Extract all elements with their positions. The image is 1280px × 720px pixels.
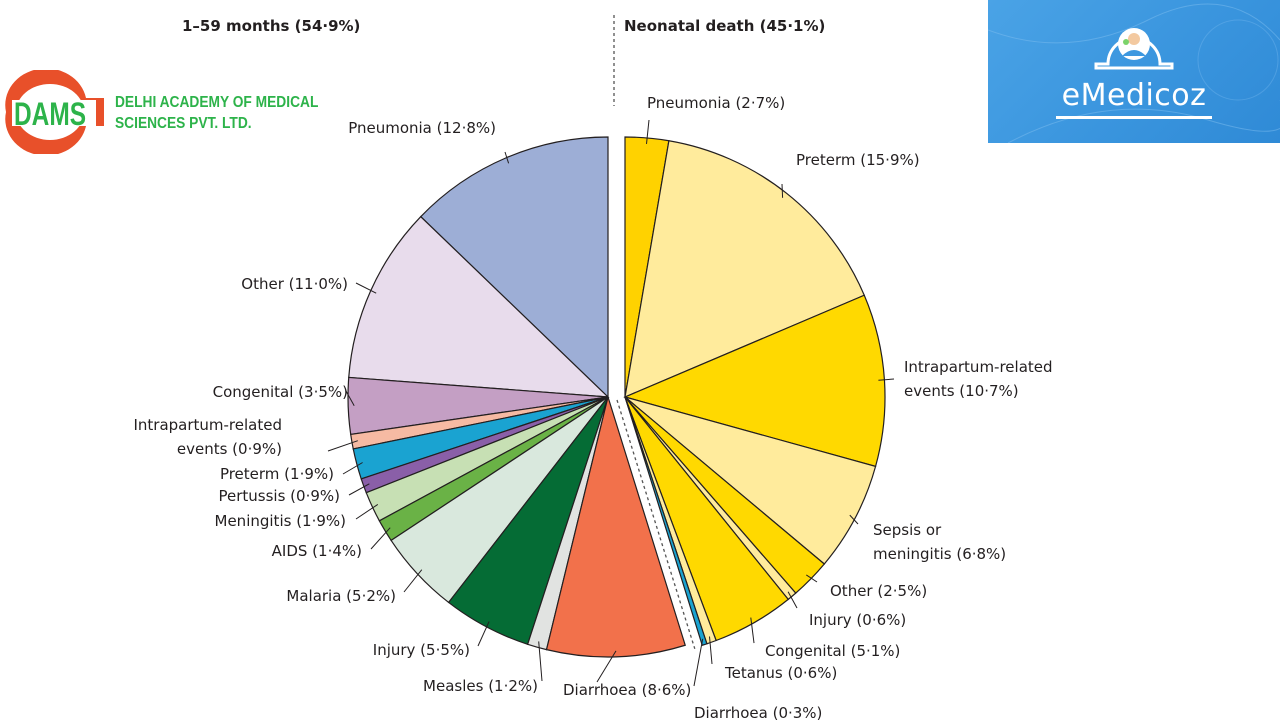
child-label-pertussis: Pertussis (0·9%) [219,487,341,505]
child-slice-diarrhoea [545,394,686,658]
neonatal-label-other: Other (2·5%) [830,582,927,600]
child-label-meningitis: Meningitis (1·9%) [215,512,346,530]
group-title-neonatal: Neonatal death (45·1%) [624,17,825,35]
dams-name: DELHI ACADEMY OF MEDICAL SCIENCES PVT. L… [115,92,318,134]
child-leader-aids [370,527,391,550]
neonatal-label-intrapartum-related-events: Intrapartum-related events (10·7%) [904,358,1053,400]
child-label-other: Other (11·0%) [241,275,348,293]
child-label-aids: AIDS (1·4%) [272,542,362,560]
neonatal-label-diarrhoea: Diarrhoea (0·3%) [694,704,822,720]
brand-underline [1056,116,1212,119]
doctor-scale-icon [1094,28,1174,70]
dams-ring-icon: DAMS [5,70,104,154]
child-leader-pertussis [348,483,370,496]
neonatal-leader-intrapartum-related-events [878,378,895,381]
neonatal-label-congenital: Congenital (5·1%) [765,642,900,660]
child-leader-pneumonia [504,151,510,164]
child-label-pneumonia: Pneumonia (12·8%) [348,119,496,137]
child-label-intrapartum-related-events: Intrapartum-related events (0·9%) [133,416,282,458]
child-label-congenital: Congenital (3·5%) [213,383,348,401]
dams-logo: DAMS DELHI ACADEMY OF MEDICAL SCIENCES P… [0,70,318,154]
neonatal-label-preterm: Preterm (15·9%) [796,151,920,169]
child-slice-pneumonia [419,136,609,399]
neonatal-label-injury: Injury (0·6%) [809,611,906,629]
child-leader-other [355,282,377,294]
child-leader-malaria [403,569,423,593]
group-divider-lower [616,399,696,649]
neonatal-leader-tetanus [709,636,713,665]
child-leader-injury [477,621,490,647]
child-label-preterm: Preterm (1·9%) [220,465,334,483]
child-leader-preterm [342,462,363,475]
neonatal-leader-preterm [781,183,784,198]
child-leader-meningitis [355,503,379,520]
neonatal-label-sepsis-or-meningitis: Sepsis or meningitis (6·8%) [873,521,1006,563]
emedicoz-logo: eMedicoz [988,0,1280,143]
neonatal-label-pneumonia: Pneumonia (2·7%) [647,94,785,112]
dams-name-line-1: DELHI ACADEMY OF MEDICAL [115,94,319,111]
emedicoz-brand: eMedicoz [1061,78,1207,113]
neonatal-slice-diarrhoea [624,396,708,647]
child-label-malaria: Malaria (5·2%) [286,587,396,605]
child-label-injury: Injury (5·5%) [373,641,470,659]
dams-name-line-2: SCIENCES PVT. LTD. [115,115,252,132]
child-label-measles: Measles (1·2%) [423,677,538,695]
neonatal-leader-diarrhoea [693,638,704,687]
child-leader-measles [538,641,543,682]
dams-mark: DAMS [14,96,86,132]
child-leader-congenital [345,390,355,407]
child-leader-intrapartum-related-events [327,440,358,452]
neonatal-leader-pneumonia [646,119,650,144]
child-label-diarrhoea: Diarrhoea (8·6%) [563,681,691,699]
child-leader-diarrhoea [596,650,617,683]
neonatal-leader-injury [787,591,798,609]
neonatal-leader-sepsis-or-meningitis [849,514,859,525]
neonatal-slice-sepsis-or-meningitis [624,396,877,565]
neonatal-leader-other [806,574,818,583]
neonatal-slice-preterm [624,140,866,398]
neonatal-label-tetanus: Tetanus (0·6%) [724,664,837,682]
neonatal-leader-congenital [750,617,755,644]
group-title-1-59-months: 1–59 months (54·9%) [182,17,360,35]
